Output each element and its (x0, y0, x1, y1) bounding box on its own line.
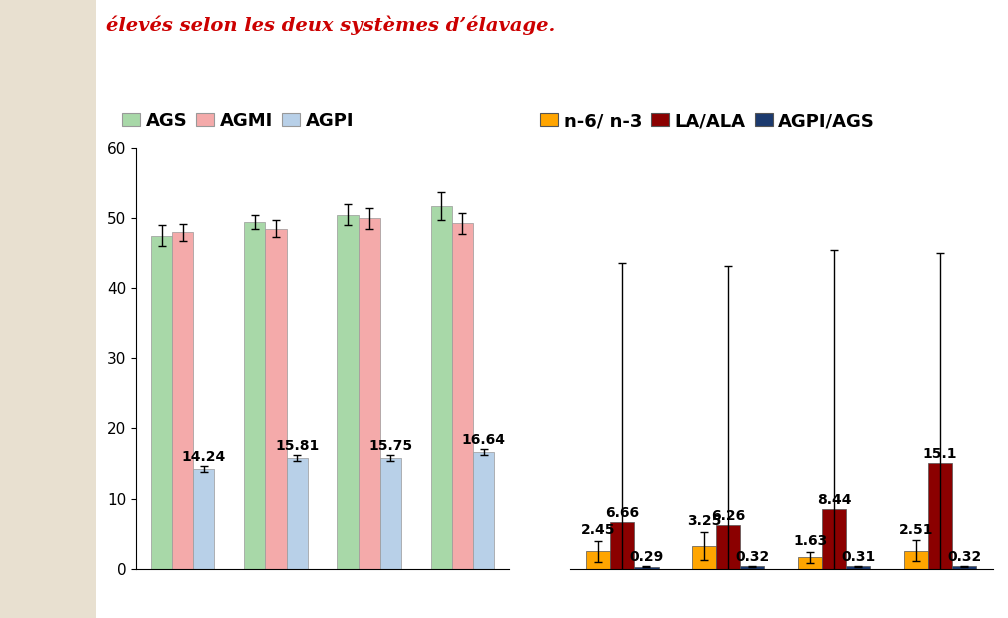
Bar (473, 452, 494, 569)
Bar (172, 232, 194, 569)
Bar (634, 567, 658, 569)
Bar (928, 463, 952, 569)
Text: 2.45: 2.45 (582, 523, 616, 538)
Bar (380, 459, 401, 569)
Text: 0.32: 0.32 (947, 550, 981, 564)
Bar (798, 557, 823, 569)
Text: 15.1: 15.1 (922, 447, 958, 460)
Text: élevés selon les deux systèmes d’élavage.: élevés selon les deux systèmes d’élavage… (106, 15, 555, 35)
Text: 16.64: 16.64 (462, 433, 506, 447)
Bar (952, 566, 976, 569)
Bar (452, 223, 473, 569)
Legend: AGS, AGMI, AGPI: AGS, AGMI, AGPI (115, 105, 361, 137)
Bar (286, 458, 307, 569)
Bar (904, 551, 928, 569)
Bar (265, 229, 286, 569)
Bar (338, 215, 359, 569)
Text: 2.51: 2.51 (899, 523, 933, 537)
Text: 6.66: 6.66 (606, 506, 639, 520)
Bar (359, 218, 380, 569)
Text: 6.26: 6.26 (712, 509, 745, 523)
Bar (244, 222, 265, 569)
Bar (151, 236, 172, 569)
Bar (692, 546, 717, 569)
Text: 3.25: 3.25 (687, 514, 722, 528)
Bar (194, 469, 215, 569)
Text: 8.44: 8.44 (816, 493, 852, 507)
Text: 1.63: 1.63 (793, 534, 828, 548)
Text: 0.29: 0.29 (629, 550, 663, 564)
Text: 0.32: 0.32 (735, 550, 769, 564)
Bar (611, 522, 634, 569)
Bar (823, 509, 846, 569)
Text: 14.24: 14.24 (181, 450, 226, 464)
Bar (740, 566, 764, 569)
Bar (430, 206, 452, 569)
Text: 0.31: 0.31 (841, 550, 875, 564)
Text: 15.81: 15.81 (275, 439, 320, 453)
Bar (717, 525, 740, 569)
Legend: n-6/ n-3, LA/ALA, AGPI/AGS: n-6/ n-3, LA/ALA, AGPI/AGS (533, 105, 882, 137)
Bar (846, 566, 870, 569)
Bar (587, 551, 611, 569)
Text: 15.75: 15.75 (368, 439, 412, 454)
